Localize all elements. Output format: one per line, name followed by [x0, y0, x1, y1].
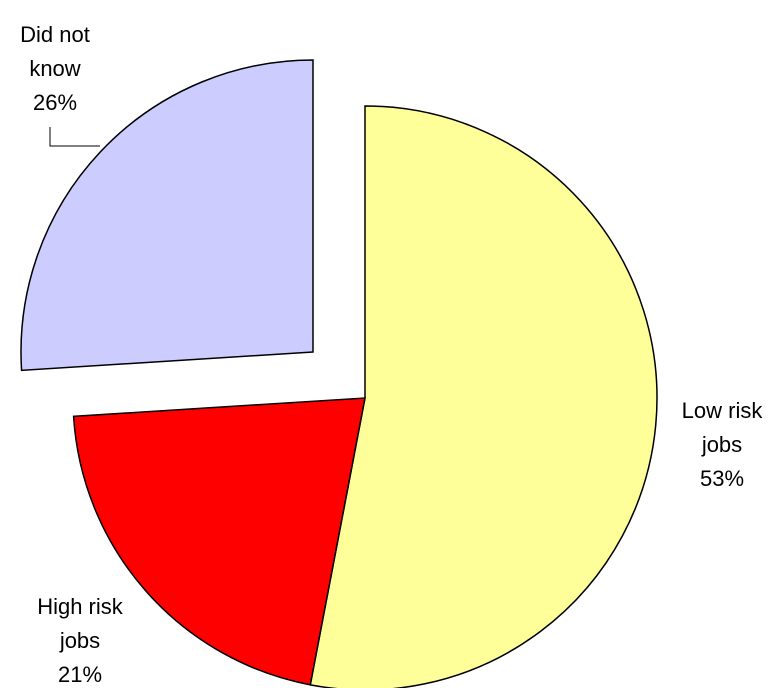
slice-label-line: 26% [33, 90, 77, 115]
slice-label-did-not-know: Did not know 26% [20, 22, 90, 115]
slice-label-line: High risk [37, 594, 124, 619]
slice-label-low-risk-jobs: Low risk jobs 53% [682, 398, 764, 491]
slice-label-line: Did not [20, 22, 90, 47]
label-leader-line-did-not-know [49, 127, 100, 147]
slice-label-high-risk-jobs: High risk jobs 21% [37, 594, 124, 687]
pie-slice-did-not-know [20, 59, 314, 372]
pie-slice-high-risk-jobs [72, 397, 366, 686]
slice-label-line: jobs [59, 628, 100, 653]
slice-label-line: jobs [701, 432, 742, 457]
slice-label-line: Low risk [682, 398, 764, 423]
pie-slice-low-risk-jobs [309, 105, 658, 688]
slice-label-line: know [29, 56, 80, 81]
slice-label-line: 21% [58, 662, 102, 687]
slice-label-line: 53% [700, 466, 744, 491]
